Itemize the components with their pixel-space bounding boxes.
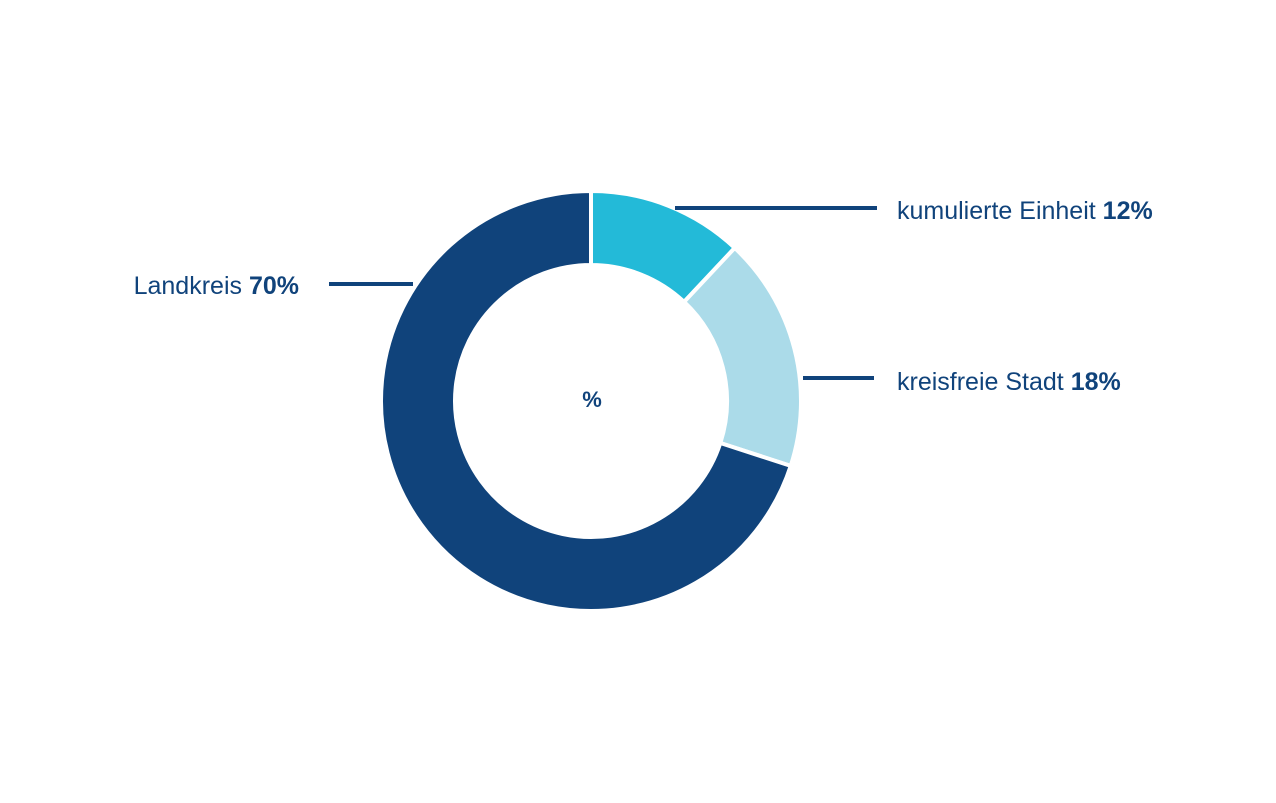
donut-slices bbox=[379, 189, 803, 613]
slice-label-landkreis: Landkreis 70% bbox=[134, 272, 299, 300]
slice-value: 70% bbox=[249, 272, 299, 300]
slice-name: Landkreis bbox=[134, 272, 242, 300]
label-gap bbox=[242, 272, 249, 300]
slice-value: 12% bbox=[1103, 197, 1153, 225]
donut-center-label: % bbox=[582, 387, 602, 412]
donut-slice-landkreis bbox=[379, 189, 793, 613]
label-gap bbox=[1064, 368, 1071, 396]
label-gap bbox=[1096, 197, 1103, 225]
slice-label-kreisfreie-stadt: kreisfreie Stadt 18% bbox=[897, 368, 1121, 396]
slice-value: 18% bbox=[1071, 368, 1121, 396]
slice-name: kreisfreie Stadt bbox=[897, 368, 1064, 396]
slice-name: kumulierte Einheit bbox=[897, 197, 1096, 225]
donut-slice-kreisfreie-stadt bbox=[682, 245, 803, 468]
slice-label-kumulierte-einheit: kumulierte Einheit 12% bbox=[897, 197, 1153, 225]
